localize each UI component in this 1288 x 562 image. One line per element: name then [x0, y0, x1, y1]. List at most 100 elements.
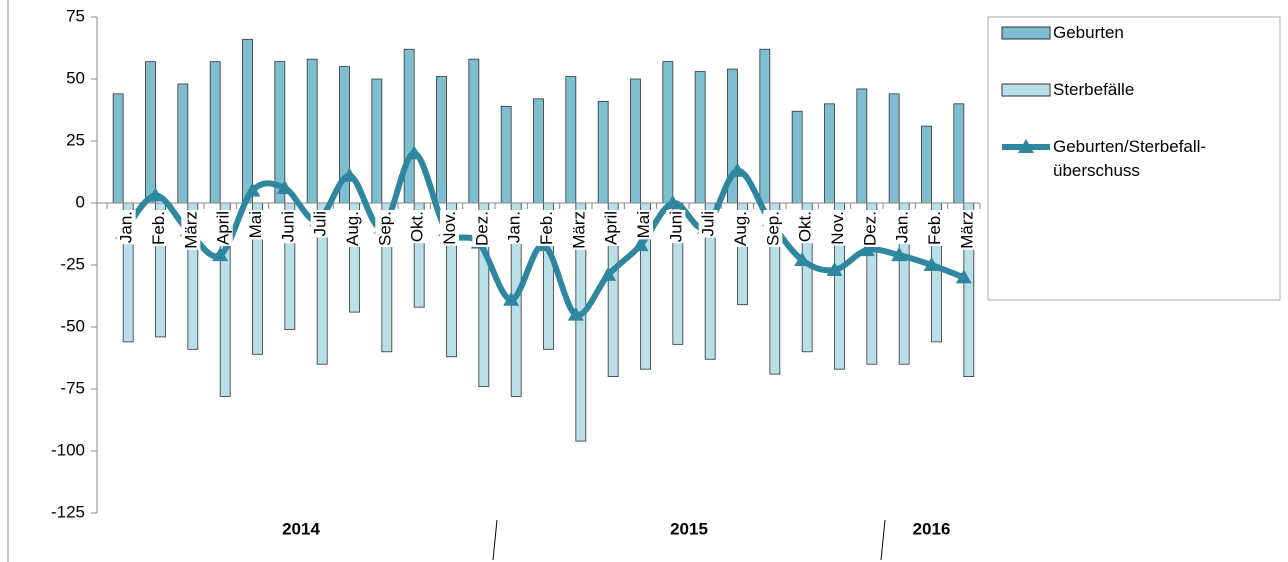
line-marker	[406, 145, 423, 160]
x-tick-label: Okt.	[408, 211, 427, 242]
year-label: 2015	[670, 519, 708, 538]
bar	[177, 83, 189, 204]
year-label: 2016	[913, 519, 951, 538]
bar	[436, 76, 447, 204]
x-tick-label-group: Okt.	[795, 210, 815, 244]
x-tick-label-group: Jan.	[504, 210, 524, 245]
x-tick-label-bg	[116, 210, 136, 245]
bar	[662, 61, 674, 204]
x-tick-label-bg	[536, 210, 556, 247]
year-label: 2014	[282, 519, 320, 538]
x-tick-label-bg	[278, 210, 298, 244]
line-marker	[858, 242, 875, 257]
x-tick-label-group: Juli	[310, 210, 330, 238]
bar	[597, 100, 609, 204]
line-marker	[729, 162, 746, 177]
x-tick-label-bg	[601, 210, 621, 247]
legend-swatch	[1001, 83, 1051, 97]
x-tick-label-bg	[892, 210, 912, 245]
x-tick-label-group: Jan.	[892, 210, 912, 245]
legend-swatch	[1001, 26, 1051, 40]
line-marker	[923, 257, 940, 271]
bar	[145, 61, 156, 204]
x-tick-label-group: März	[181, 210, 201, 250]
bar	[242, 38, 253, 204]
x-tick-label-group: Dez.	[860, 210, 880, 247]
x-tick-label-group: Aug.	[342, 210, 362, 247]
x-tick-label: Dez.	[860, 211, 879, 246]
x-tick-label-bg	[827, 210, 847, 246]
x-tick-label-bg	[666, 210, 686, 244]
x-tick-label-bg	[795, 210, 815, 244]
x-tick-label-bg	[213, 210, 233, 247]
bar	[371, 78, 383, 204]
bar	[630, 78, 641, 204]
x-tick-label-group: Feb.	[924, 210, 944, 247]
x-tick-label-bg	[407, 210, 427, 244]
line-marker	[276, 180, 293, 195]
y-tick-label: -100	[51, 440, 85, 459]
x-tick-label: Juli	[699, 211, 718, 237]
x-tick-label: Sep.	[375, 211, 394, 246]
bar	[921, 125, 932, 204]
x-tick-label-bg	[633, 210, 653, 240]
x-tick-label-group: Sep.	[763, 210, 783, 247]
legend-box	[987, 16, 1281, 301]
x-tick-label: Aug.	[343, 211, 362, 246]
bar	[888, 93, 900, 204]
x-tick-label: Sep.	[763, 211, 782, 246]
x-tick-label-group: Dez.	[472, 210, 492, 247]
x-tick-label: Juni	[278, 211, 297, 242]
line-marker	[244, 182, 261, 197]
line-marker	[567, 306, 584, 321]
x-tick-label-bg	[245, 210, 265, 240]
bar	[694, 71, 706, 204]
x-tick-label-group: Aug.	[730, 210, 750, 247]
bar	[209, 61, 221, 204]
x-tick-label: Mai	[634, 211, 653, 238]
x-tick-label-bg	[860, 210, 880, 247]
x-tick-label-group: März	[957, 210, 977, 250]
x-tick-label-bg	[181, 210, 201, 250]
y-tick-label: 75	[66, 6, 85, 25]
x-tick-label: Jan.	[893, 211, 912, 243]
x-tick-label-bg	[730, 210, 750, 247]
x-tick-label-bg	[439, 210, 459, 246]
x-tick-label: Feb.	[925, 211, 944, 245]
x-tick-label: März	[569, 211, 588, 249]
x-tick-label-group: Mai	[245, 210, 265, 240]
x-tick-label-bg	[472, 210, 492, 247]
line-marker	[794, 252, 811, 267]
line-marker	[955, 269, 972, 284]
x-tick-label-bg	[924, 210, 944, 247]
x-tick-label: Juli	[311, 211, 330, 237]
line-marker	[212, 247, 229, 262]
line-marker	[632, 237, 649, 252]
x-tick-label: Feb.	[149, 211, 168, 245]
x-tick-label-group: Okt.	[407, 210, 427, 244]
y-tick-label: -50	[60, 316, 85, 335]
x-tick-label-group: Juni	[278, 210, 298, 244]
year-separator	[492, 519, 498, 561]
x-tick-label-bg	[375, 210, 395, 247]
x-tick-label-bg	[148, 210, 168, 247]
y-tick-label: -25	[60, 254, 85, 273]
bar	[306, 58, 318, 204]
x-tick-label-bg	[504, 210, 524, 245]
x-tick-label-group: Mai	[633, 210, 653, 240]
legend-marker	[1018, 139, 1034, 153]
x-tick-label-bg	[763, 210, 783, 247]
bar	[565, 76, 577, 204]
x-tick-label-group: Jan.	[116, 210, 136, 245]
line-marker	[664, 195, 681, 209]
line-marker	[891, 247, 908, 262]
line-marker	[341, 167, 358, 182]
x-tick-label: Aug.	[731, 211, 750, 246]
x-tick-label-group: Juni	[666, 210, 686, 244]
bar	[500, 105, 512, 204]
x-tick-label-group: Juli	[698, 210, 718, 238]
line-marker	[147, 187, 164, 202]
bar	[403, 48, 415, 204]
